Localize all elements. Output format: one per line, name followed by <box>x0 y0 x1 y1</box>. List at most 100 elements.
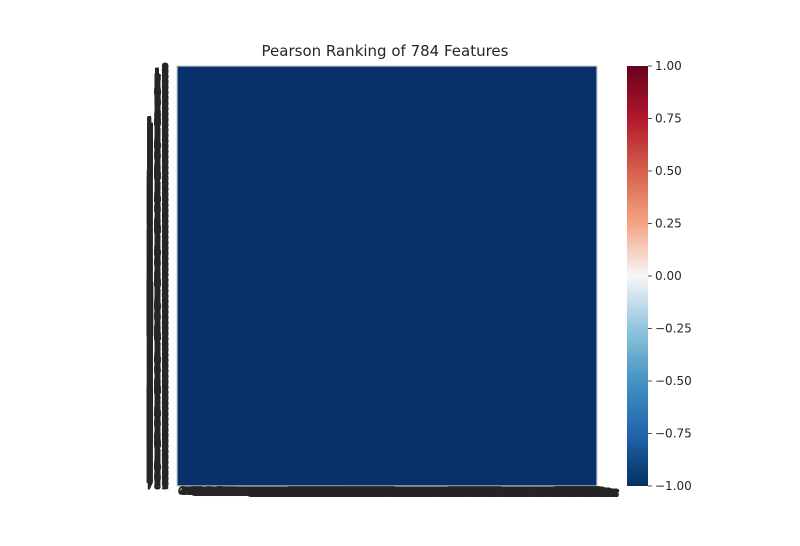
y-tick-label: 172 <box>146 152 169 165</box>
y-tick-label: 400 <box>146 275 169 288</box>
y-tick-label: 282 <box>146 211 169 224</box>
y-tick-label: 256 <box>146 197 169 210</box>
y-tick-label: 249 <box>146 194 169 207</box>
y-tick-label: 216 <box>146 176 169 189</box>
y-tick-label: 158 <box>146 145 169 158</box>
y-tick-label: 134 <box>146 132 169 145</box>
y-tick-label: 121 <box>146 125 169 138</box>
y-tick-label: 190 <box>146 162 169 175</box>
colorbar-tick-label: −0.50 <box>655 374 692 388</box>
y-tick-label: 114 <box>146 121 169 134</box>
y-tick-label: 195 <box>146 165 169 178</box>
y-tick-label: 197 <box>146 166 169 179</box>
y-tick-label: 69 <box>154 97 169 110</box>
y-tick-label: 133 <box>146 132 169 145</box>
y-tick-label: 75 <box>154 100 169 113</box>
y-tick-label: 167 <box>146 150 169 163</box>
y-tick-label: 360 <box>146 253 169 266</box>
y-tick-label: 122 <box>146 126 169 139</box>
y-tick-label: 242 <box>146 190 169 203</box>
y-tick-label: 64 <box>154 95 170 108</box>
y-tick-label: 301 <box>146 222 169 235</box>
y-tick-label: 30 <box>154 76 170 89</box>
y-tick-label: 95 <box>154 111 169 124</box>
y-tick-label: 139 <box>146 135 169 148</box>
y-tick-label: 372 <box>146 260 169 273</box>
y-tick-label: 375 <box>146 261 169 274</box>
chart-title: Pearson Ranking of 784 Features <box>262 42 509 60</box>
y-tick-label: 175 <box>146 154 169 167</box>
y-tick-label: 348 <box>146 247 169 260</box>
y-tick-label: 221 <box>146 179 169 192</box>
y-tick-label: 116 <box>146 122 169 135</box>
y-tick-label: 332 <box>146 238 169 251</box>
y-tick-label: 258 <box>146 199 169 212</box>
y-tick-label: 62 <box>154 94 169 107</box>
y-tick-label: 73 <box>154 99 169 112</box>
y-tick-label: 374 <box>146 261 169 274</box>
y-tick-label: 206 <box>146 171 169 184</box>
y-tick-label: 68 <box>154 97 169 110</box>
y-tick-label: 281 <box>146 211 169 224</box>
y-tick-label: 42 <box>154 83 169 96</box>
y-tick-label: 296 <box>146 219 169 232</box>
y-tick-label: 106 <box>146 117 169 130</box>
y-tick-label: 2 <box>161 61 169 74</box>
y-tick-label: 205 <box>146 170 169 183</box>
y-tick-label: 355 <box>146 250 169 263</box>
y-tick-label: 8 <box>161 65 169 78</box>
y-tick-label: 118 <box>146 124 169 137</box>
y-tick-label: 397 <box>146 273 169 286</box>
y-tick-label: 128 <box>146 129 169 142</box>
y-tick-label: 111 <box>146 120 169 133</box>
y-tick-label: 150 <box>146 141 169 154</box>
y-tick-label: 297 <box>146 219 169 232</box>
y-tick-label: 53 <box>154 89 169 102</box>
y-tick-label: 171 <box>146 152 169 165</box>
y-tick-label: 305 <box>146 224 169 237</box>
y-tick-label: 309 <box>146 226 169 239</box>
y-tick-label: 337 <box>146 241 169 254</box>
y-tick-label: 255 <box>146 197 169 210</box>
y-tick-label: 97 <box>154 112 169 125</box>
y-tick-label: 264 <box>146 202 169 215</box>
y-tick-label: 93 <box>154 110 169 123</box>
y-tick-label: 12 <box>154 67 169 80</box>
y-tick-label: 362 <box>146 254 169 267</box>
y-tick-label: 176 <box>146 155 169 168</box>
y-axis-tick-labels: 0123456789101112131415161718192021222324… <box>146 60 169 492</box>
y-tick-label: 137 <box>146 134 169 147</box>
y-tick-label: 189 <box>146 162 169 175</box>
y-tick-label: 115 <box>146 122 169 135</box>
y-tick-label: 65 <box>154 95 169 108</box>
y-tick-label: 131 <box>146 130 169 143</box>
y-tick-label: 364 <box>146 255 169 268</box>
y-tick-label: 322 <box>146 233 169 246</box>
y-tick-label: 395 <box>146 272 169 285</box>
y-tick-label: 37 <box>154 80 169 93</box>
y-tick-label: 140 <box>146 135 169 148</box>
y-tick-label: 40 <box>154 82 170 95</box>
y-tick-label: 316 <box>146 230 169 243</box>
y-tick-label: 335 <box>146 240 169 253</box>
y-tick-label: 233 <box>146 185 169 198</box>
y-tick-label: 220 <box>146 178 169 191</box>
y-tick-label: 113 <box>146 121 169 134</box>
y-tick-label: 252 <box>146 195 169 208</box>
y-tick-label: 100 <box>146 114 169 127</box>
y-tick-label: 21 <box>154 72 169 85</box>
y-tick-label: 271 <box>146 205 169 218</box>
y-tick-label: 43 <box>154 83 169 96</box>
y-tick-label: 284 <box>146 212 169 225</box>
y-tick-label: 9 <box>161 65 169 78</box>
y-tick-label: 326 <box>146 235 169 248</box>
y-tick-label: 783 <box>146 480 169 493</box>
y-tick-label: 24 <box>154 73 170 86</box>
y-tick-label: 83 <box>154 105 169 118</box>
y-tick-label: 199 <box>146 167 169 180</box>
y-tick-label: 7 <box>161 64 169 77</box>
y-tick-label: 354 <box>146 250 169 263</box>
y-tick-label: 202 <box>146 169 169 182</box>
colorbar-tick-label: 0.50 <box>655 164 682 178</box>
